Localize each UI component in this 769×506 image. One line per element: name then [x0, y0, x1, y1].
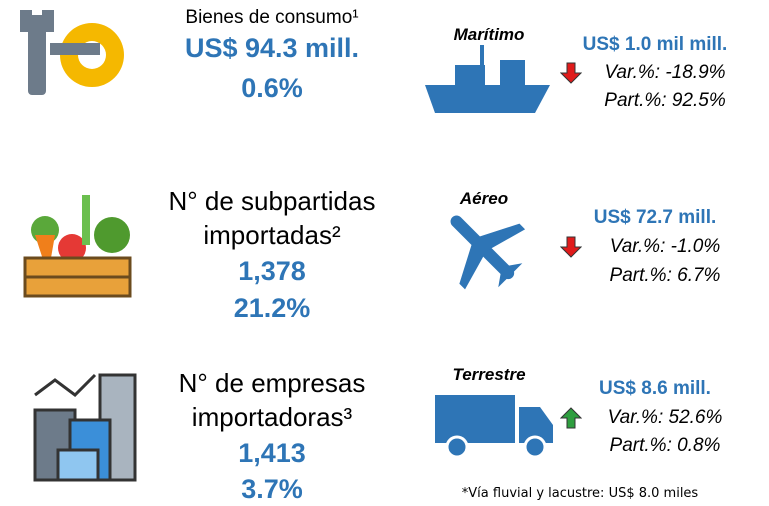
item-value: US$ 94.3 mill.: [184, 33, 360, 63]
item-label: N° de empresas: [178, 368, 366, 398]
down-arrow: [560, 236, 582, 258]
item-label: Bienes de consumo¹: [185, 7, 359, 28]
up-arrow: [560, 407, 582, 429]
mode-share: Part.%: 0.8%: [609, 435, 721, 456]
mode-share: Part.%: 92.5%: [604, 90, 726, 111]
mode-share: Part.%: 6.7%: [609, 265, 721, 286]
plane-icon: [450, 215, 525, 290]
mode-label: Terrestre: [452, 365, 526, 384]
footnote: *Vía fluvial y lacustre: US$ 8.0 miles: [461, 486, 699, 501]
mode-value: US$ 8.6 mill.: [599, 378, 711, 399]
vegetables-icon: [23, 195, 132, 298]
arrow-shape: [560, 407, 582, 429]
mode-variation: Var.%: -1.0%: [609, 236, 721, 257]
arrow-shape: [560, 62, 582, 84]
mode-value: US$ 72.7 mill.: [593, 207, 717, 228]
companies-icon: [33, 373, 137, 482]
mode-label: Marítimo: [453, 25, 525, 44]
ship-icon: [425, 45, 550, 113]
item-label: N° de subpartidas: [168, 186, 376, 216]
mode-label: Aéreo: [459, 189, 509, 208]
mode-variation: Var.%: -18.9%: [604, 62, 726, 83]
item-value: 1,378: [238, 256, 306, 286]
truck-icon: [435, 395, 553, 459]
consumer-goods-icon: [20, 10, 124, 95]
item-change: 21.2%: [233, 293, 311, 323]
down-arrow: [560, 62, 582, 84]
item-label: importadoras³: [191, 402, 353, 432]
item-change: 0.6%: [241, 73, 303, 103]
mode-value: US$ 1.0 mil mill.: [582, 34, 728, 55]
item-value: 1,413: [238, 438, 306, 468]
mode-variation: Var.%: 52.6%: [607, 407, 723, 428]
item-label: importadas²: [203, 220, 341, 250]
item-change: 3.7%: [241, 474, 303, 504]
arrow-shape: [560, 236, 582, 258]
